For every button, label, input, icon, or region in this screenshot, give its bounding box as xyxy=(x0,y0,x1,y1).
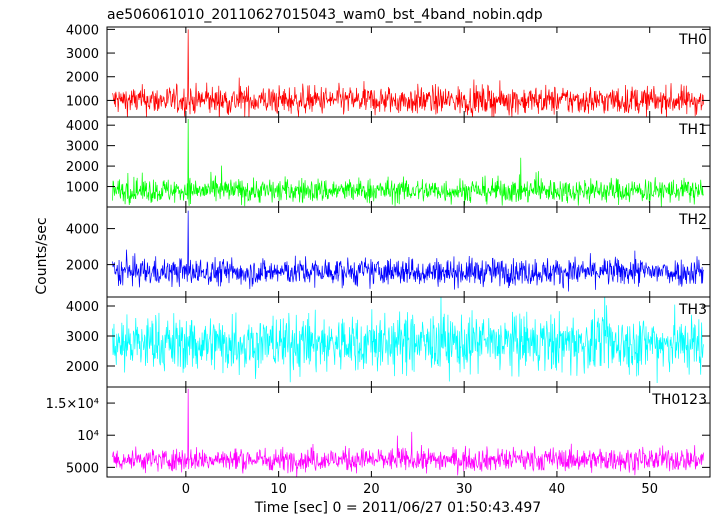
y-tick-label: 1000 xyxy=(66,94,99,109)
panel-th0: 1000 2000 3000 4000 TH0 xyxy=(66,23,711,118)
y-tick-label: 1.5×10⁴ xyxy=(46,397,99,412)
series-line-th1 xyxy=(112,119,704,207)
y-tick-label: 4000 xyxy=(66,23,99,38)
y-tick-label: 4000 xyxy=(66,119,99,134)
y-axis-label: Counts/sec xyxy=(34,217,50,294)
y-tick-label: 4000 xyxy=(66,300,99,315)
series-label: TH0123 xyxy=(651,392,707,408)
panel-frame xyxy=(106,296,711,388)
x-tick-label: 20 xyxy=(363,482,380,497)
series-line-th0 xyxy=(112,29,704,117)
series-label: TH3 xyxy=(678,302,707,318)
series-line-th2 xyxy=(112,210,704,292)
x-tick-label: 30 xyxy=(456,482,473,497)
x-axis-label: Time [sec] 0 = 2011/06/27 01:50:43.497 xyxy=(254,500,541,516)
x-tick-label: 50 xyxy=(641,482,658,497)
y-tick-label: 2000 xyxy=(66,360,99,375)
panel-frame xyxy=(106,386,711,478)
y-tick-label: 1000 xyxy=(66,181,99,196)
chart-title: ae506061010_20110627015043_wam0_bst_4ban… xyxy=(107,7,543,23)
y-tick-label: 5000 xyxy=(66,461,99,476)
series-line-th3 xyxy=(112,297,704,384)
y-tick-label: 2000 xyxy=(66,160,99,175)
x-tick-label: 40 xyxy=(549,482,566,497)
y-tick-label: 2000 xyxy=(66,71,99,86)
y-tick-label: 2000 xyxy=(66,259,99,274)
panel-frame xyxy=(106,206,711,298)
series-label: TH0 xyxy=(678,32,707,48)
y-tick-label: 4000 xyxy=(66,223,99,238)
panel-th0123: 5000 10⁴ 1.5×10⁴ TH0123 xyxy=(46,386,711,478)
y-tick-label: 10⁴ xyxy=(77,429,99,444)
panel-th2: 2000 4000 TH2 xyxy=(66,206,711,298)
y-tick-label: 3000 xyxy=(66,330,99,345)
series-label: TH1 xyxy=(678,122,707,138)
x-axis: 0 10 20 30 40 50 xyxy=(182,482,658,497)
panels-group: 1000 2000 3000 4000 TH0 1000 2000 3000 4000 TH1 20… xyxy=(46,23,711,478)
y-tick-label: 3000 xyxy=(66,47,99,62)
series-label: TH2 xyxy=(678,212,707,228)
x-tick-label: 0 xyxy=(182,482,190,497)
panel-th3: 2000 3000 4000 TH3 xyxy=(66,296,711,388)
panel-th1: 1000 2000 3000 4000 TH1 xyxy=(66,116,711,208)
y-tick-label: 3000 xyxy=(66,140,99,155)
x-tick-label: 10 xyxy=(270,482,287,497)
series-line-th0123 xyxy=(112,388,704,477)
